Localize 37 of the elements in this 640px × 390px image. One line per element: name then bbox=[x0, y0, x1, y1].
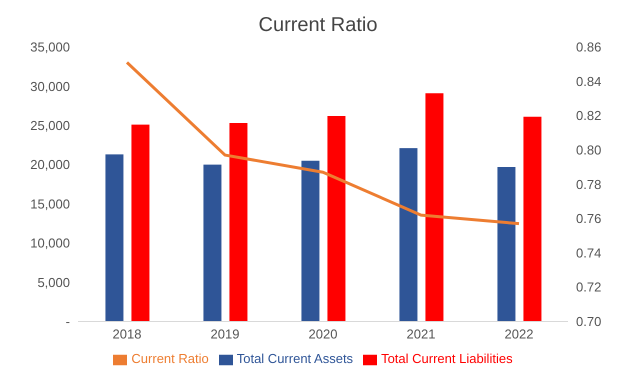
y-tick-label: 20,000 bbox=[30, 157, 70, 172]
bar bbox=[523, 116, 542, 322]
line-series bbox=[126, 60, 520, 226]
legend-label: Total Current Liabilities bbox=[381, 351, 513, 366]
y-tick-label: 25,000 bbox=[30, 118, 70, 134]
y2-tick-label: 0.76 bbox=[576, 211, 602, 226]
y2-tick-label: 0.74 bbox=[576, 245, 602, 260]
y2-tick-label: 0.84 bbox=[576, 74, 602, 89]
x-tick-label: 2018 bbox=[112, 326, 142, 342]
y2-tick-label: 0.70 bbox=[576, 314, 602, 330]
x-tick-label: 2022 bbox=[504, 326, 534, 342]
y-tick-label: 5,000 bbox=[37, 274, 70, 290]
chart-title: Current Ratio bbox=[258, 13, 378, 37]
y2-tick-label: 0.86 bbox=[576, 40, 602, 55]
y-tick-label: - bbox=[66, 314, 70, 330]
bar bbox=[327, 116, 346, 322]
bar bbox=[425, 93, 444, 322]
y-tick-label: 10,000 bbox=[30, 236, 70, 251]
x-tick-label: 2019 bbox=[210, 326, 240, 342]
y-tick-label: 30,000 bbox=[30, 78, 70, 94]
y2-tick-label: 0.78 bbox=[576, 176, 602, 192]
bar bbox=[399, 148, 418, 322]
bar bbox=[131, 124, 150, 322]
y2-tick-label: 0.72 bbox=[576, 280, 602, 295]
y2-tick-label: 0.82 bbox=[576, 108, 602, 124]
bar bbox=[301, 160, 320, 322]
y-tick-label: 15,000 bbox=[30, 196, 70, 212]
bar bbox=[105, 154, 124, 322]
x-tick-label: 2020 bbox=[308, 326, 338, 342]
y2-tick-label: 0.80 bbox=[576, 142, 602, 158]
legend-label: Total Current Assets bbox=[236, 351, 354, 366]
bar bbox=[203, 164, 222, 322]
bar bbox=[229, 123, 248, 322]
bar bbox=[497, 166, 516, 322]
legend-label: Current Ratio bbox=[131, 351, 209, 366]
x-tick-label: 2021 bbox=[406, 326, 436, 342]
y-tick-label: 35,000 bbox=[30, 40, 70, 55]
